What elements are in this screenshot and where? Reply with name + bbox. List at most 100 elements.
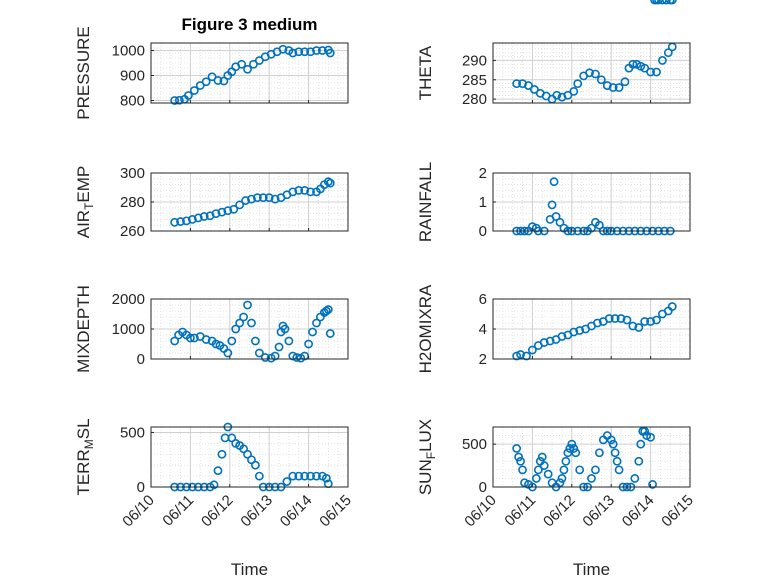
data-point bbox=[170, 217, 180, 227]
data-point bbox=[306, 187, 315, 197]
data-point bbox=[614, 83, 624, 92]
x-tick-label: 06/11 bbox=[159, 492, 197, 530]
data-point bbox=[557, 332, 567, 341]
data-point bbox=[614, 465, 624, 475]
data-point bbox=[606, 435, 616, 445]
data-point bbox=[288, 471, 298, 481]
data-point bbox=[294, 47, 304, 57]
subplot-1: 800 900 1000 PRESSURE bbox=[74, 26, 349, 120]
data-point bbox=[237, 59, 247, 69]
data-point bbox=[239, 312, 248, 322]
y-tick-label: 0 bbox=[479, 479, 487, 496]
data-point bbox=[516, 456, 525, 466]
data-point bbox=[312, 318, 321, 328]
data-point bbox=[251, 460, 260, 470]
y-tick-label: 300 bbox=[120, 165, 145, 182]
data-point bbox=[300, 185, 310, 195]
data-point bbox=[585, 68, 594, 78]
x-tick-label: 06/12 bbox=[198, 492, 237, 531]
y-axis-label: TERRMSL bbox=[74, 418, 96, 495]
data-point bbox=[306, 47, 315, 57]
data-point bbox=[512, 79, 522, 89]
data-point bbox=[569, 327, 579, 337]
data-point bbox=[278, 44, 288, 54]
y-tick-label: 2 bbox=[479, 165, 487, 182]
data-point bbox=[658, 56, 667, 65]
data-point bbox=[300, 47, 310, 57]
data-point bbox=[648, 480, 657, 489]
x-tick-label: 06/10 bbox=[461, 492, 500, 531]
data-point bbox=[312, 46, 321, 55]
data-point bbox=[552, 90, 562, 100]
data-point bbox=[195, 81, 205, 90]
data-point bbox=[555, 478, 565, 488]
x-tick-label: 06/13 bbox=[579, 492, 618, 531]
data-point bbox=[640, 317, 650, 326]
data-point bbox=[634, 456, 644, 466]
data-point bbox=[189, 333, 199, 343]
data-point bbox=[667, 0, 677, 5]
data-point bbox=[184, 91, 193, 100]
data-point bbox=[231, 324, 241, 334]
y-tick-label: 0 bbox=[479, 223, 487, 240]
data-point bbox=[543, 469, 553, 479]
data-point bbox=[317, 46, 327, 55]
axes-box bbox=[492, 42, 691, 104]
data-point bbox=[223, 206, 233, 216]
x-tick-label: 06/13 bbox=[237, 492, 276, 531]
data-point bbox=[308, 327, 317, 337]
data-point bbox=[604, 314, 614, 323]
data-point bbox=[591, 465, 600, 475]
data-point bbox=[634, 323, 644, 332]
data-point bbox=[608, 83, 618, 92]
data-point bbox=[561, 456, 571, 466]
y-tick-label: 0 bbox=[137, 351, 145, 368]
axes-box bbox=[492, 426, 691, 488]
y-tick-label: 500 bbox=[120, 424, 145, 441]
y-tick-label: 280 bbox=[120, 194, 145, 211]
y-axis-label: SUNFLUX bbox=[416, 419, 438, 495]
data-point bbox=[555, 217, 565, 227]
data-point bbox=[243, 300, 252, 310]
data-point bbox=[652, 67, 661, 77]
subplot-5: 0 1000 2000 MIXDEPTH bbox=[74, 285, 349, 373]
data-point bbox=[569, 444, 579, 453]
data-point bbox=[646, 67, 655, 77]
data-point bbox=[294, 185, 304, 195]
x-tick-label: 06/10 bbox=[119, 492, 158, 531]
data-point bbox=[512, 351, 522, 361]
y-tick-label: 1000 bbox=[112, 43, 145, 60]
data-point bbox=[185, 333, 195, 343]
data-point bbox=[193, 213, 203, 223]
y-axis-label: THETA bbox=[416, 45, 435, 100]
data-point bbox=[528, 345, 537, 355]
data-point bbox=[571, 448, 581, 458]
data-point bbox=[325, 48, 335, 58]
data-point bbox=[628, 321, 638, 331]
data-point bbox=[518, 465, 527, 475]
data-point bbox=[211, 209, 221, 218]
data-point bbox=[622, 315, 632, 325]
data-point bbox=[243, 64, 252, 74]
data-point bbox=[658, 0, 667, 5]
data-point bbox=[241, 196, 250, 205]
data-point bbox=[288, 48, 298, 58]
data-point bbox=[551, 212, 561, 221]
data-point bbox=[280, 324, 290, 334]
data-point bbox=[594, 220, 604, 230]
data-point bbox=[247, 318, 256, 328]
data-point bbox=[235, 318, 245, 328]
data-point bbox=[213, 76, 223, 85]
data-point bbox=[512, 444, 522, 453]
x-tick-label: 06/14 bbox=[277, 492, 316, 531]
data-point bbox=[587, 474, 596, 483]
data-point bbox=[306, 471, 315, 481]
y-tick-label: 260 bbox=[120, 223, 145, 240]
data-point bbox=[539, 338, 549, 347]
data-point bbox=[321, 306, 331, 316]
data-point bbox=[264, 193, 274, 203]
data-point bbox=[591, 69, 600, 79]
data-point bbox=[596, 75, 606, 85]
data-point bbox=[251, 336, 260, 346]
data-point bbox=[235, 200, 245, 210]
